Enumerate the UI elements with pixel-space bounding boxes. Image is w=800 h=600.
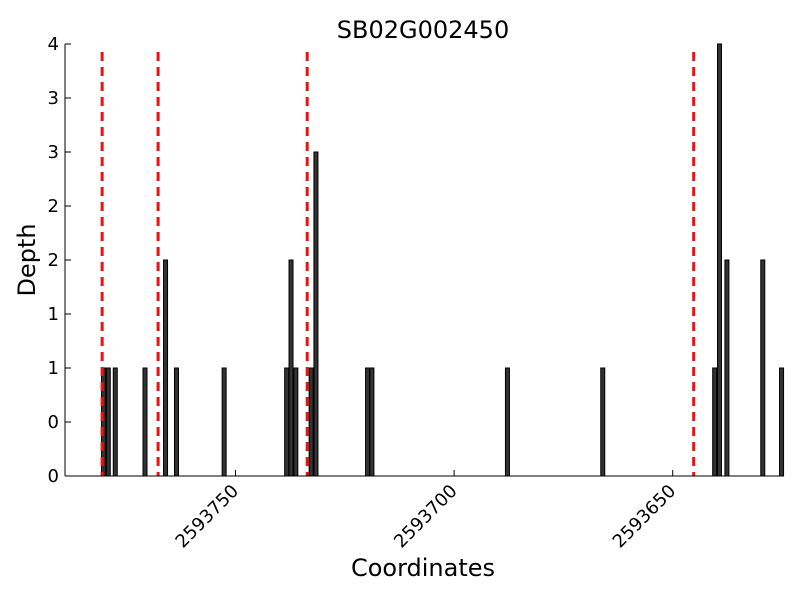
depth-bar-12 [365,367,371,477]
bar-series [100,43,785,477]
y-tick-label-4: 2 [48,250,59,271]
y-tick-label-8: 4 [48,34,59,55]
depth-bar-8 [288,259,294,477]
depth-bar-18 [724,259,730,477]
depth-bar-15 [600,367,606,477]
depth-bar-6 [221,367,227,477]
x-tick-label-1: 2593700 [390,481,462,553]
depth-bar-11 [313,151,319,477]
depth-bar-19 [760,259,766,477]
depth-bar-20 [779,367,785,477]
depth-bar-10 [308,367,314,477]
depth-bar-9 [293,367,299,477]
depth-bar-1 [105,367,111,477]
x-tick-label-0: 2593750 [172,481,244,553]
y-tick-label-3: 1 [48,304,59,325]
y-tick-label-6: 3 [48,142,59,163]
y-tick-label-0: 0 [48,466,59,487]
depth-bar-3 [142,367,148,477]
depth-bar-4 [163,259,169,477]
y-axis-label: Depth [13,223,41,296]
y-tick-label-1: 0 [48,412,59,433]
x-tick-label-2: 2593650 [609,481,681,553]
depth-bar-17 [716,43,722,477]
x-axis-label: Coordinates [351,554,495,582]
depth-bar-16 [712,367,718,477]
depth-bar-14 [504,367,510,477]
chart-title: SB02G002450 [337,16,509,44]
marker-lines [100,52,696,476]
depth-bar-13 [369,367,375,477]
depth-bar-7 [284,367,290,477]
y-tick-label-2: 1 [48,358,59,379]
y-tick-label-5: 2 [48,196,59,217]
y-tick-label-7: 3 [48,88,59,109]
depth-bar-5 [173,367,179,477]
depth-bar-2 [112,367,118,477]
